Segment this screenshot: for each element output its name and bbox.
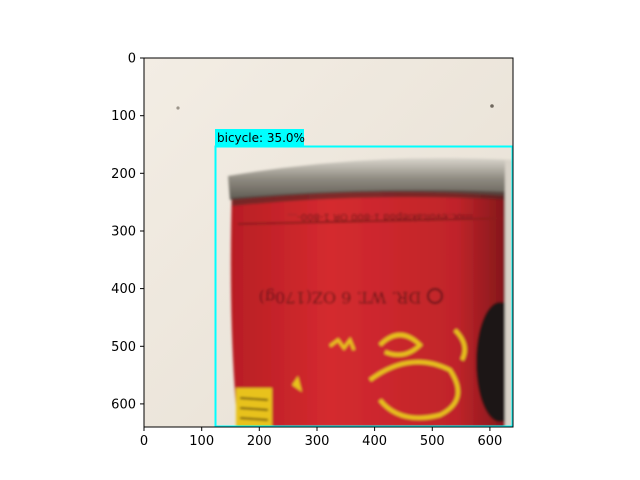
- y-tick-label: 100: [111, 109, 136, 124]
- x-tick-label: 300: [305, 434, 330, 449]
- detection-label-bg: [215, 129, 304, 146]
- y-tick-label: 400: [111, 282, 136, 297]
- x-tick-label: 600: [477, 434, 502, 449]
- can-rim-shadow: [232, 190, 513, 206]
- can-rim: [228, 158, 513, 200]
- x-tick-label: 100: [189, 434, 214, 449]
- can-yellow-spark: [292, 376, 302, 392]
- x-tick-label: 500: [420, 434, 445, 449]
- tomato-can: moc.evoltaklepod 1-800 OR 1-800-... DR. …: [228, 158, 513, 427]
- can-edge-shadow: [505, 160, 513, 427]
- y-axis: 0 100 200 300 400 500 600: [111, 52, 144, 412]
- can-emblem: [427, 288, 443, 304]
- y-tick-label: 500: [111, 340, 136, 355]
- can-body: [230, 173, 513, 427]
- can-band-line: [237, 217, 513, 225]
- can-yellow-leaf: [329, 336, 356, 351]
- y-tick-label: 300: [111, 225, 136, 240]
- can-yellow-swirl: [453, 328, 467, 361]
- axes-frame: [143, 57, 514, 428]
- wall-speck: [490, 104, 494, 108]
- can-yellow-swirl: [378, 333, 423, 357]
- detection-label: bicycle: 35.0%: [217, 131, 305, 145]
- wall-speck: [176, 106, 180, 110]
- can-yellow-swirl: [368, 360, 460, 420]
- x-tick-label: 0: [140, 434, 148, 449]
- y-tick-label: 600: [111, 397, 136, 412]
- can-panel-line: [239, 407, 269, 411]
- x-axis: 0 100 200 300 400 500 600: [140, 427, 502, 449]
- can-panel-line: [239, 397, 269, 401]
- x-tick-label: 200: [247, 434, 272, 449]
- can-band-text: moc.evoltaklepod 1-800 OR 1-800-...: [288, 211, 473, 222]
- x-tick-label: 400: [362, 434, 387, 449]
- y-tick-label: 0: [128, 52, 136, 67]
- can-weight-text: DR. WT. 6 OZ(170g): [259, 288, 422, 307]
- photo: moc.evoltaklepod 1-800 OR 1-800-... DR. …: [144, 58, 513, 427]
- can-dark-oval: [476, 302, 513, 422]
- y-tick-label: 200: [111, 167, 136, 182]
- can-panel-line: [239, 417, 269, 421]
